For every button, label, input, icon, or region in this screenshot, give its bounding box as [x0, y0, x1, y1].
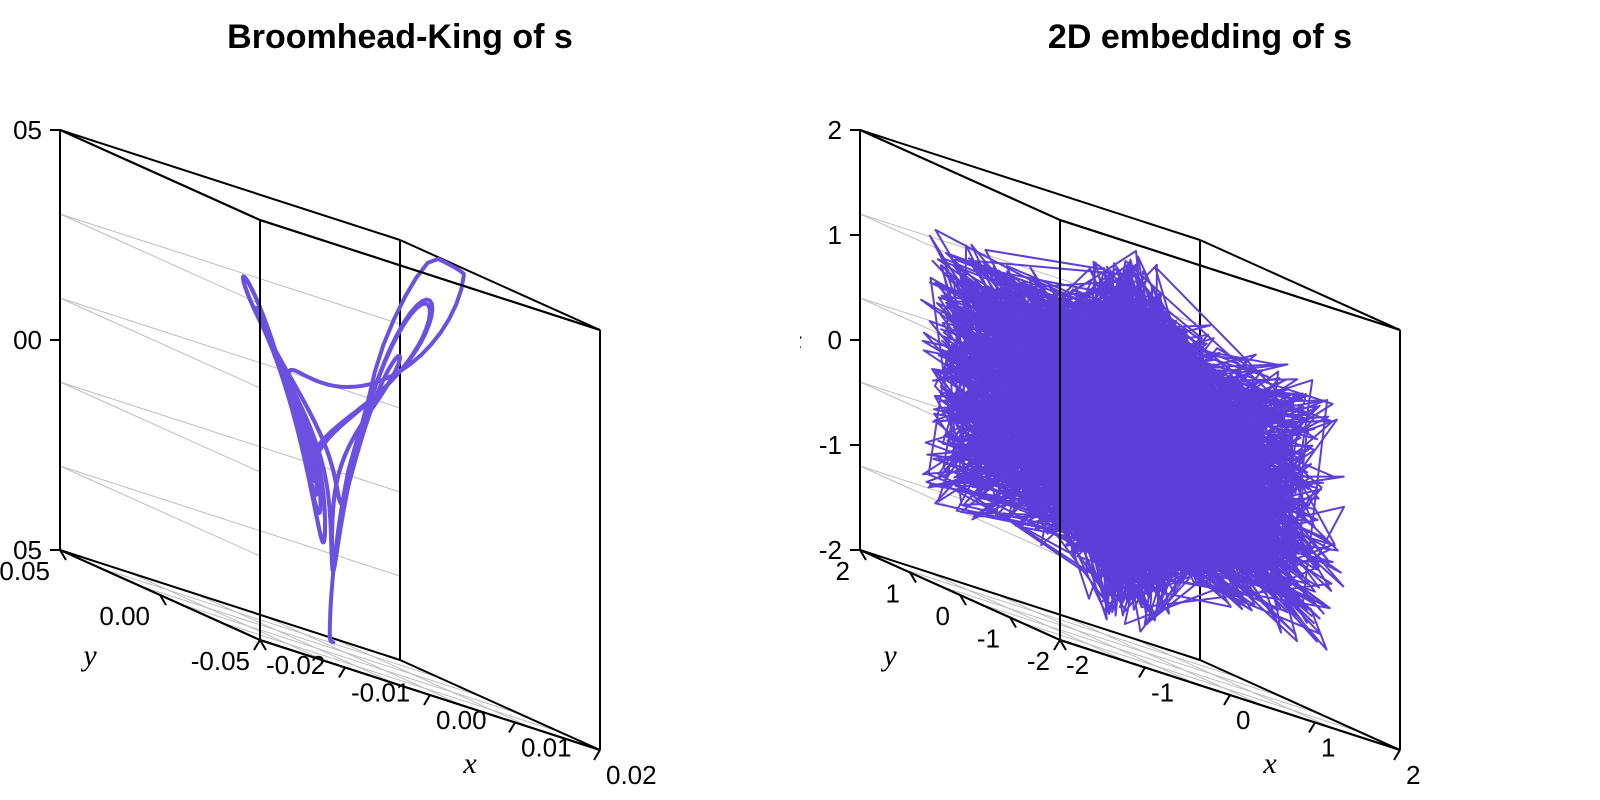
- svg-text:0: 0: [936, 601, 950, 631]
- svg-text:1: 1: [828, 220, 842, 250]
- svg-text:y: y: [880, 639, 897, 672]
- svg-text:-2: -2: [1027, 646, 1050, 676]
- svg-text:0.00: 0.00: [436, 705, 487, 735]
- svg-text:0: 0: [1236, 705, 1250, 735]
- svg-text:-0.05: -0.05: [191, 646, 250, 676]
- panel-right: 2D embedding of s -2-1012x-2-1012y-2-101…: [800, 0, 1600, 800]
- svg-text:2: 2: [828, 115, 842, 145]
- svg-text:z: z: [800, 324, 802, 357]
- panel-left-svg: -0.02-0.010.000.010.02x-0.050.000.05y050…: [0, 0, 800, 800]
- svg-text:0.00: 0.00: [99, 601, 150, 631]
- svg-text:00: 00: [13, 325, 42, 355]
- panel-left: Broomhead-King of s -0.02-0.010.000.010.…: [0, 0, 800, 800]
- svg-text:0.01: 0.01: [521, 733, 572, 763]
- svg-text:2: 2: [1406, 760, 1420, 790]
- svg-text:0: 0: [828, 325, 842, 355]
- svg-text:05: 05: [13, 535, 42, 565]
- panel-right-svg: -2-1012x-2-1012y-2-1012z: [800, 0, 1600, 800]
- svg-text:-2: -2: [1066, 650, 1089, 680]
- svg-text:x: x: [1262, 747, 1277, 780]
- svg-text:-2: -2: [819, 535, 842, 565]
- svg-text:-0.01: -0.01: [351, 678, 410, 708]
- svg-text:y: y: [80, 639, 97, 672]
- svg-text:05: 05: [13, 115, 42, 145]
- svg-text:-1: -1: [977, 624, 1000, 654]
- svg-text:-0.02: -0.02: [266, 650, 325, 680]
- svg-text:0.02: 0.02: [606, 760, 657, 790]
- chart-grid: Broomhead-King of s -0.02-0.010.000.010.…: [0, 0, 1600, 800]
- svg-text:1: 1: [1321, 733, 1335, 763]
- svg-text:1: 1: [886, 579, 900, 609]
- svg-text:x: x: [462, 747, 477, 780]
- svg-text:-1: -1: [819, 430, 842, 460]
- svg-text:-1: -1: [1151, 678, 1174, 708]
